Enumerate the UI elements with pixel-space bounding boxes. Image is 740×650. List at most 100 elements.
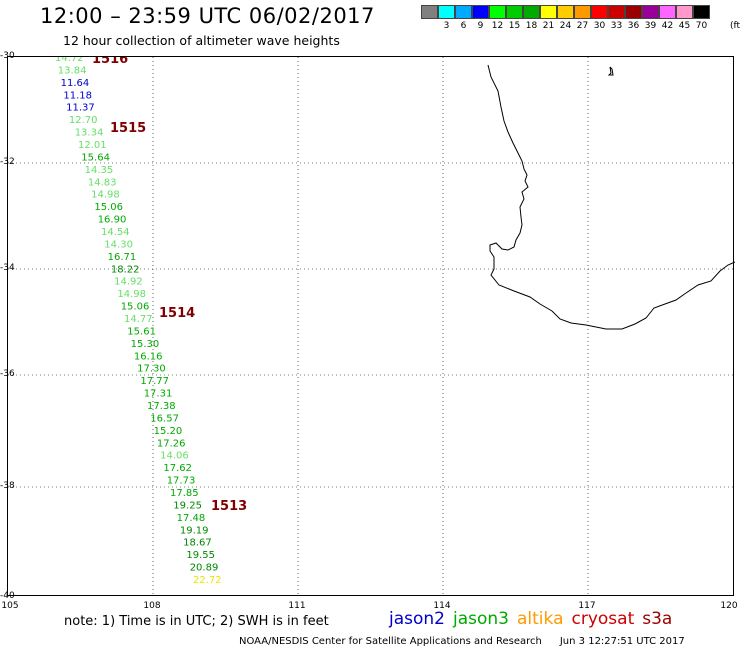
color-swatch [489, 5, 506, 19]
color-scale-label: 36 [627, 21, 640, 31]
longitude-label: 105 [1, 601, 19, 611]
color-swatch [455, 5, 472, 19]
wave-height-value: 14.77 [124, 314, 153, 325]
units-note: note: 1) Time is in UTC; 2) SWH is in fe… [64, 614, 329, 629]
color-swatch [591, 5, 608, 19]
wave-height-value: 14.72 [55, 57, 84, 64]
orbit-pass-labels: 1516 1515 1514 1513 [92, 57, 247, 514]
island-outline [607, 66, 614, 76]
satellite-legend-item: jason2 [389, 609, 445, 629]
wave-height-value: 17.85 [170, 488, 199, 499]
footer: NOAA/NESDIS Center for Satellite Applica… [239, 636, 685, 647]
wave-height-value: 14.83 [88, 177, 117, 188]
wave-height-value: 17.62 [163, 463, 192, 474]
color-swatch [659, 5, 676, 19]
wave-height-value: 22.72 [193, 575, 222, 586]
timestamp-text: Jun 3 12:27:51 UTC 2017 [559, 636, 685, 647]
latitude-label: -36 [0, 369, 15, 379]
color-scale-label: 42 [661, 21, 674, 31]
wave-height-value: 17.31 [144, 389, 173, 400]
wave-height-value: 14.54 [101, 227, 130, 238]
satellite-legend-item: cryosat [571, 609, 635, 629]
wave-height-value: 14.98 [117, 289, 146, 300]
longitude-label: 117 [578, 601, 596, 611]
wave-height-value: 11.18 [63, 90, 92, 101]
color-swatch [642, 5, 659, 19]
wave-height-value: 16.57 [150, 413, 179, 424]
wave-height-value: 11.64 [61, 78, 90, 89]
satellite-legend-item: s3a [642, 609, 673, 629]
color-swatch [693, 5, 710, 19]
wave-height-value: 15.30 [131, 339, 160, 350]
color-scale-unit: (ft) [730, 21, 740, 31]
longitude-label: 108 [143, 601, 161, 611]
color-scale-label: 33 [610, 21, 623, 31]
map-frame: 14.72 13.84 11.64 11.18 11.37 12.70 13.34 12.01… [7, 56, 735, 597]
color-scale-swatches [421, 5, 710, 19]
wave-height-value: 13.34 [75, 128, 104, 139]
wave-height-value: 14.06 [160, 451, 189, 462]
color-swatch [574, 5, 591, 19]
page-subtitle: 12 hour collection of altimeter wave hei… [63, 33, 340, 48]
orbit-pass-label: 1514 [159, 306, 195, 321]
color-scale-label: 18 [525, 21, 538, 31]
wave-height-value: 15.20 [154, 426, 183, 437]
color-scale-label: 27 [576, 21, 589, 31]
color-scale-label: 6 [460, 21, 467, 31]
wave-height-value: 15.61 [127, 326, 156, 337]
wave-height-value: 16.71 [108, 252, 137, 263]
wave-height-value: 14.35 [85, 165, 114, 176]
wave-height-value: 19.25 [173, 500, 202, 511]
latitude-label: -38 [0, 481, 15, 491]
color-scale-label: 21 [542, 21, 555, 31]
color-scale-label: 45 [678, 21, 691, 31]
longitude-label: 120 [720, 601, 738, 611]
color-swatch [608, 5, 625, 19]
color-swatch [557, 5, 574, 19]
color-scale-label: 12 [491, 21, 504, 31]
credit-text: NOAA/NESDIS Center for Satellite Applica… [239, 636, 542, 647]
orbit-pass-label: 1516 [92, 57, 128, 67]
color-swatch [523, 5, 540, 19]
wave-height-value: 17.48 [177, 513, 206, 524]
wave-height-value: 17.26 [157, 438, 186, 449]
wave-height-value: 20.89 [190, 563, 219, 574]
wave-height-value: 14.98 [91, 190, 120, 201]
page-title: 12:00 – 23:59 UTC 06/02/2017 [40, 4, 375, 28]
wave-height-value: 15.64 [81, 152, 110, 163]
latitude-label: -30 [0, 51, 15, 61]
color-scale-label: 15 [508, 21, 521, 31]
wave-height-value: 17.73 [167, 476, 196, 487]
wave-height-value: 12.70 [69, 115, 98, 126]
wave-height-value: 19.55 [186, 550, 215, 561]
wave-height-value: 17.30 [137, 364, 166, 375]
longitude-label: 114 [433, 601, 451, 611]
satellite-legend-item: altika [517, 609, 564, 629]
wave-height-value: 17.38 [147, 401, 176, 412]
latitude-label: -34 [0, 263, 15, 273]
color-swatch [540, 5, 557, 19]
color-swatch [506, 5, 523, 19]
wave-height-value: 19.19 [180, 525, 209, 536]
orbit-pass-label: 1515 [110, 121, 146, 136]
wave-height-value: 15.06 [94, 202, 123, 213]
color-swatch [472, 5, 489, 19]
color-swatch [421, 5, 438, 19]
wave-height-value: 11.37 [66, 103, 95, 114]
color-scale-label [421, 21, 438, 31]
wave-height-value: 16.16 [134, 351, 163, 362]
wave-height-value: 16.90 [98, 215, 127, 226]
longitude-label: 111 [288, 601, 306, 611]
wave-height-value: 13.84 [58, 65, 87, 76]
wave-height-value: 14.92 [114, 277, 143, 288]
wave-height-value: 18.22 [111, 264, 140, 275]
latitude-label: -32 [0, 157, 15, 167]
wave-height-value: 14.30 [104, 239, 133, 250]
color-swatch [438, 5, 455, 19]
color-scale-label: 30 [593, 21, 606, 31]
latitude-label: -40 [0, 591, 15, 601]
wave-height-value: 12.01 [78, 140, 107, 151]
